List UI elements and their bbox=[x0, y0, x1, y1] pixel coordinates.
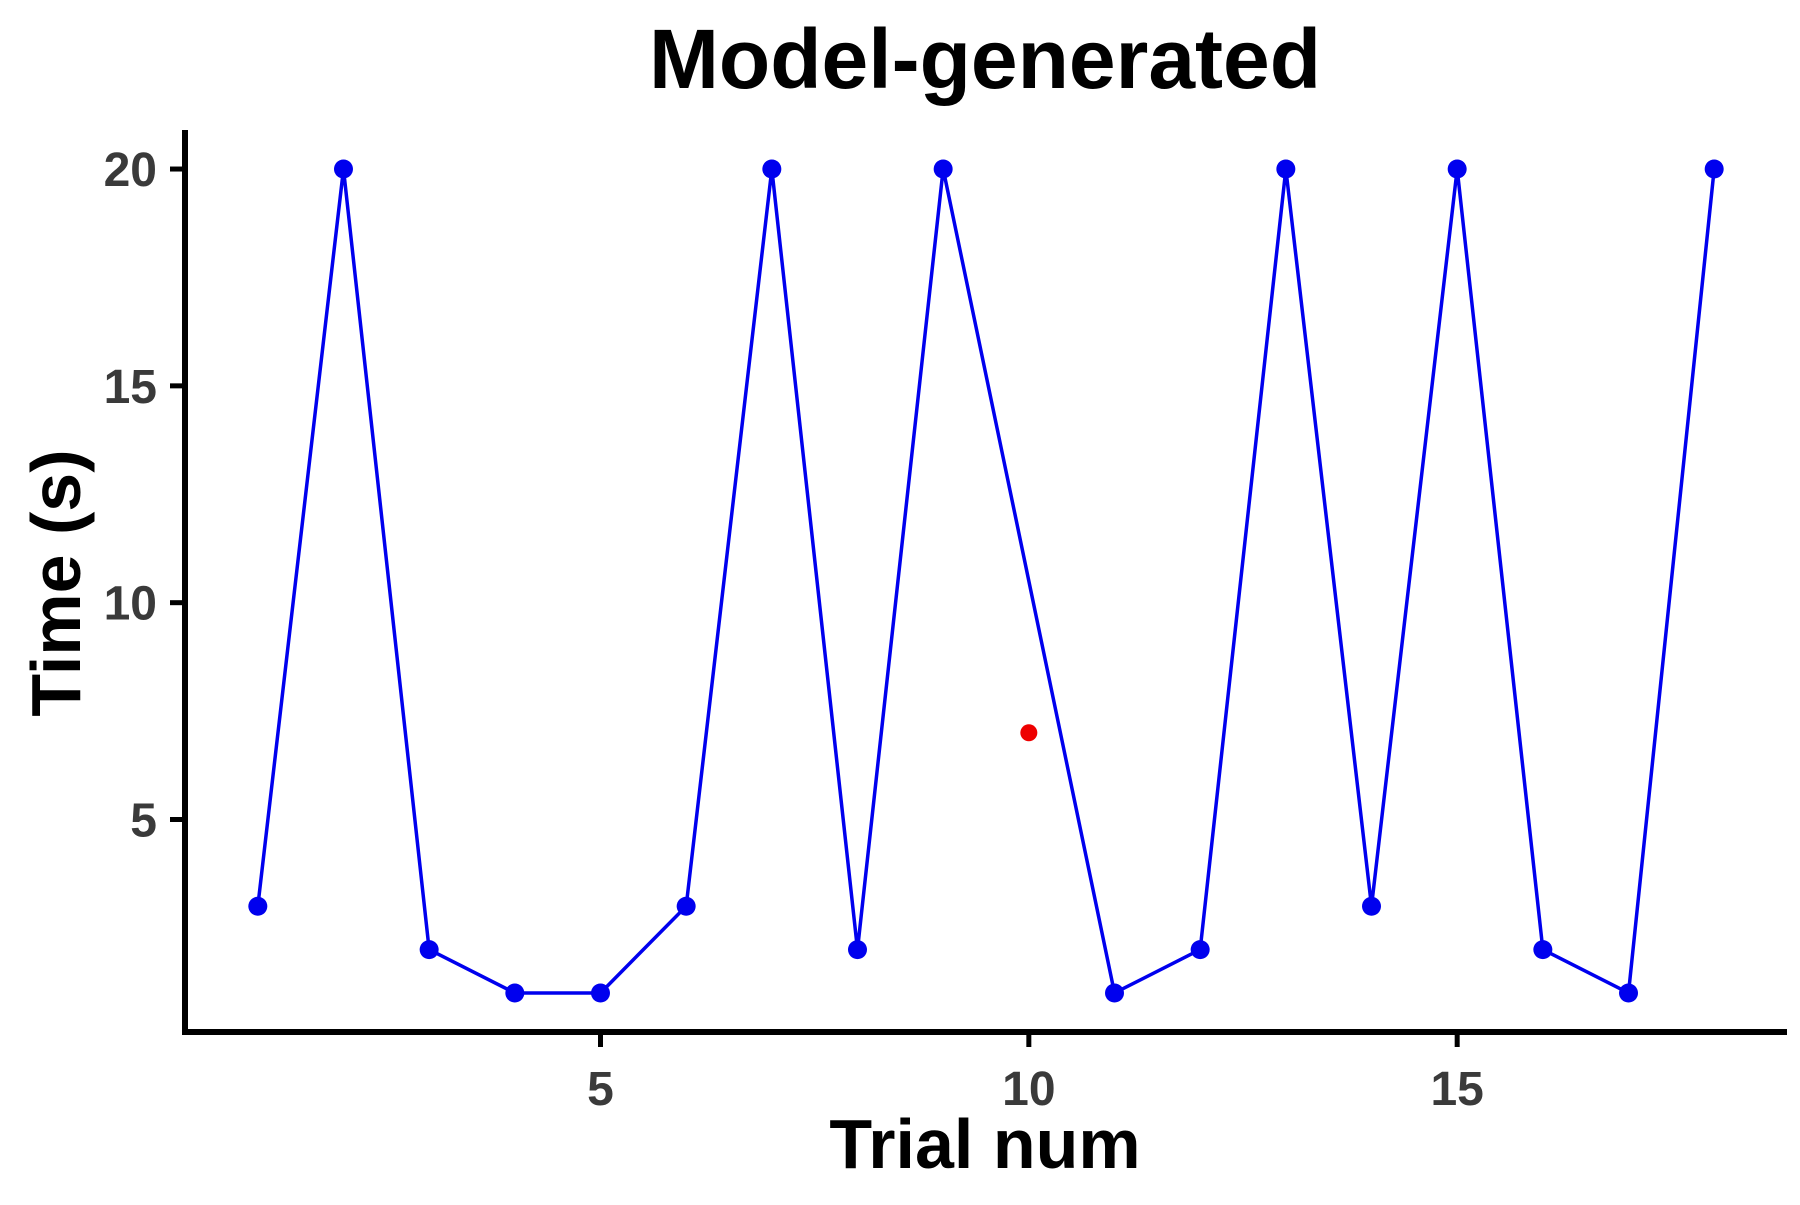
x-tick-label: 5 bbox=[587, 1063, 614, 1116]
data-point-series-1 bbox=[1533, 940, 1553, 960]
data-point-series-1 bbox=[1276, 159, 1296, 179]
chart-title: Model-generated bbox=[649, 12, 1321, 106]
data-point-series-1 bbox=[762, 159, 782, 179]
x-axis-ticks: 5 10 15 bbox=[587, 1032, 1484, 1116]
data-point-series-2 bbox=[1020, 724, 1038, 742]
data-point-series-1 bbox=[1105, 983, 1125, 1003]
data-point-series-1 bbox=[505, 983, 525, 1003]
data-point-series-1 bbox=[933, 159, 953, 179]
data-point-series-1 bbox=[847, 940, 867, 960]
series-line-1 bbox=[256, 167, 1716, 995]
data-point-series-1 bbox=[1704, 159, 1724, 179]
data-point-series-1 bbox=[676, 896, 696, 916]
data-point-series-1 bbox=[419, 940, 439, 960]
y-axis-ticks: 5 10 15 20 bbox=[104, 144, 185, 848]
data-series bbox=[248, 159, 1724, 1003]
data-point-series-1 bbox=[333, 159, 353, 179]
y-axis-label: Time (s) bbox=[17, 449, 95, 716]
x-tick-label: 10 bbox=[1002, 1063, 1055, 1116]
y-tick-label: 5 bbox=[130, 795, 157, 848]
y-tick-label: 20 bbox=[104, 144, 157, 197]
data-point-series-1 bbox=[590, 983, 610, 1003]
x-axis-label: Trial num bbox=[829, 1105, 1140, 1183]
axes bbox=[182, 130, 1787, 1035]
y-tick-label: 10 bbox=[104, 578, 157, 631]
data-point-series-1 bbox=[1447, 159, 1467, 179]
x-tick-label: 15 bbox=[1430, 1063, 1483, 1116]
data-point-series-1 bbox=[1362, 896, 1382, 916]
data-point-series-1 bbox=[1190, 940, 1210, 960]
y-tick-label: 15 bbox=[104, 361, 157, 414]
data-point-series-1 bbox=[248, 896, 268, 916]
data-point-series-1 bbox=[1619, 983, 1639, 1003]
